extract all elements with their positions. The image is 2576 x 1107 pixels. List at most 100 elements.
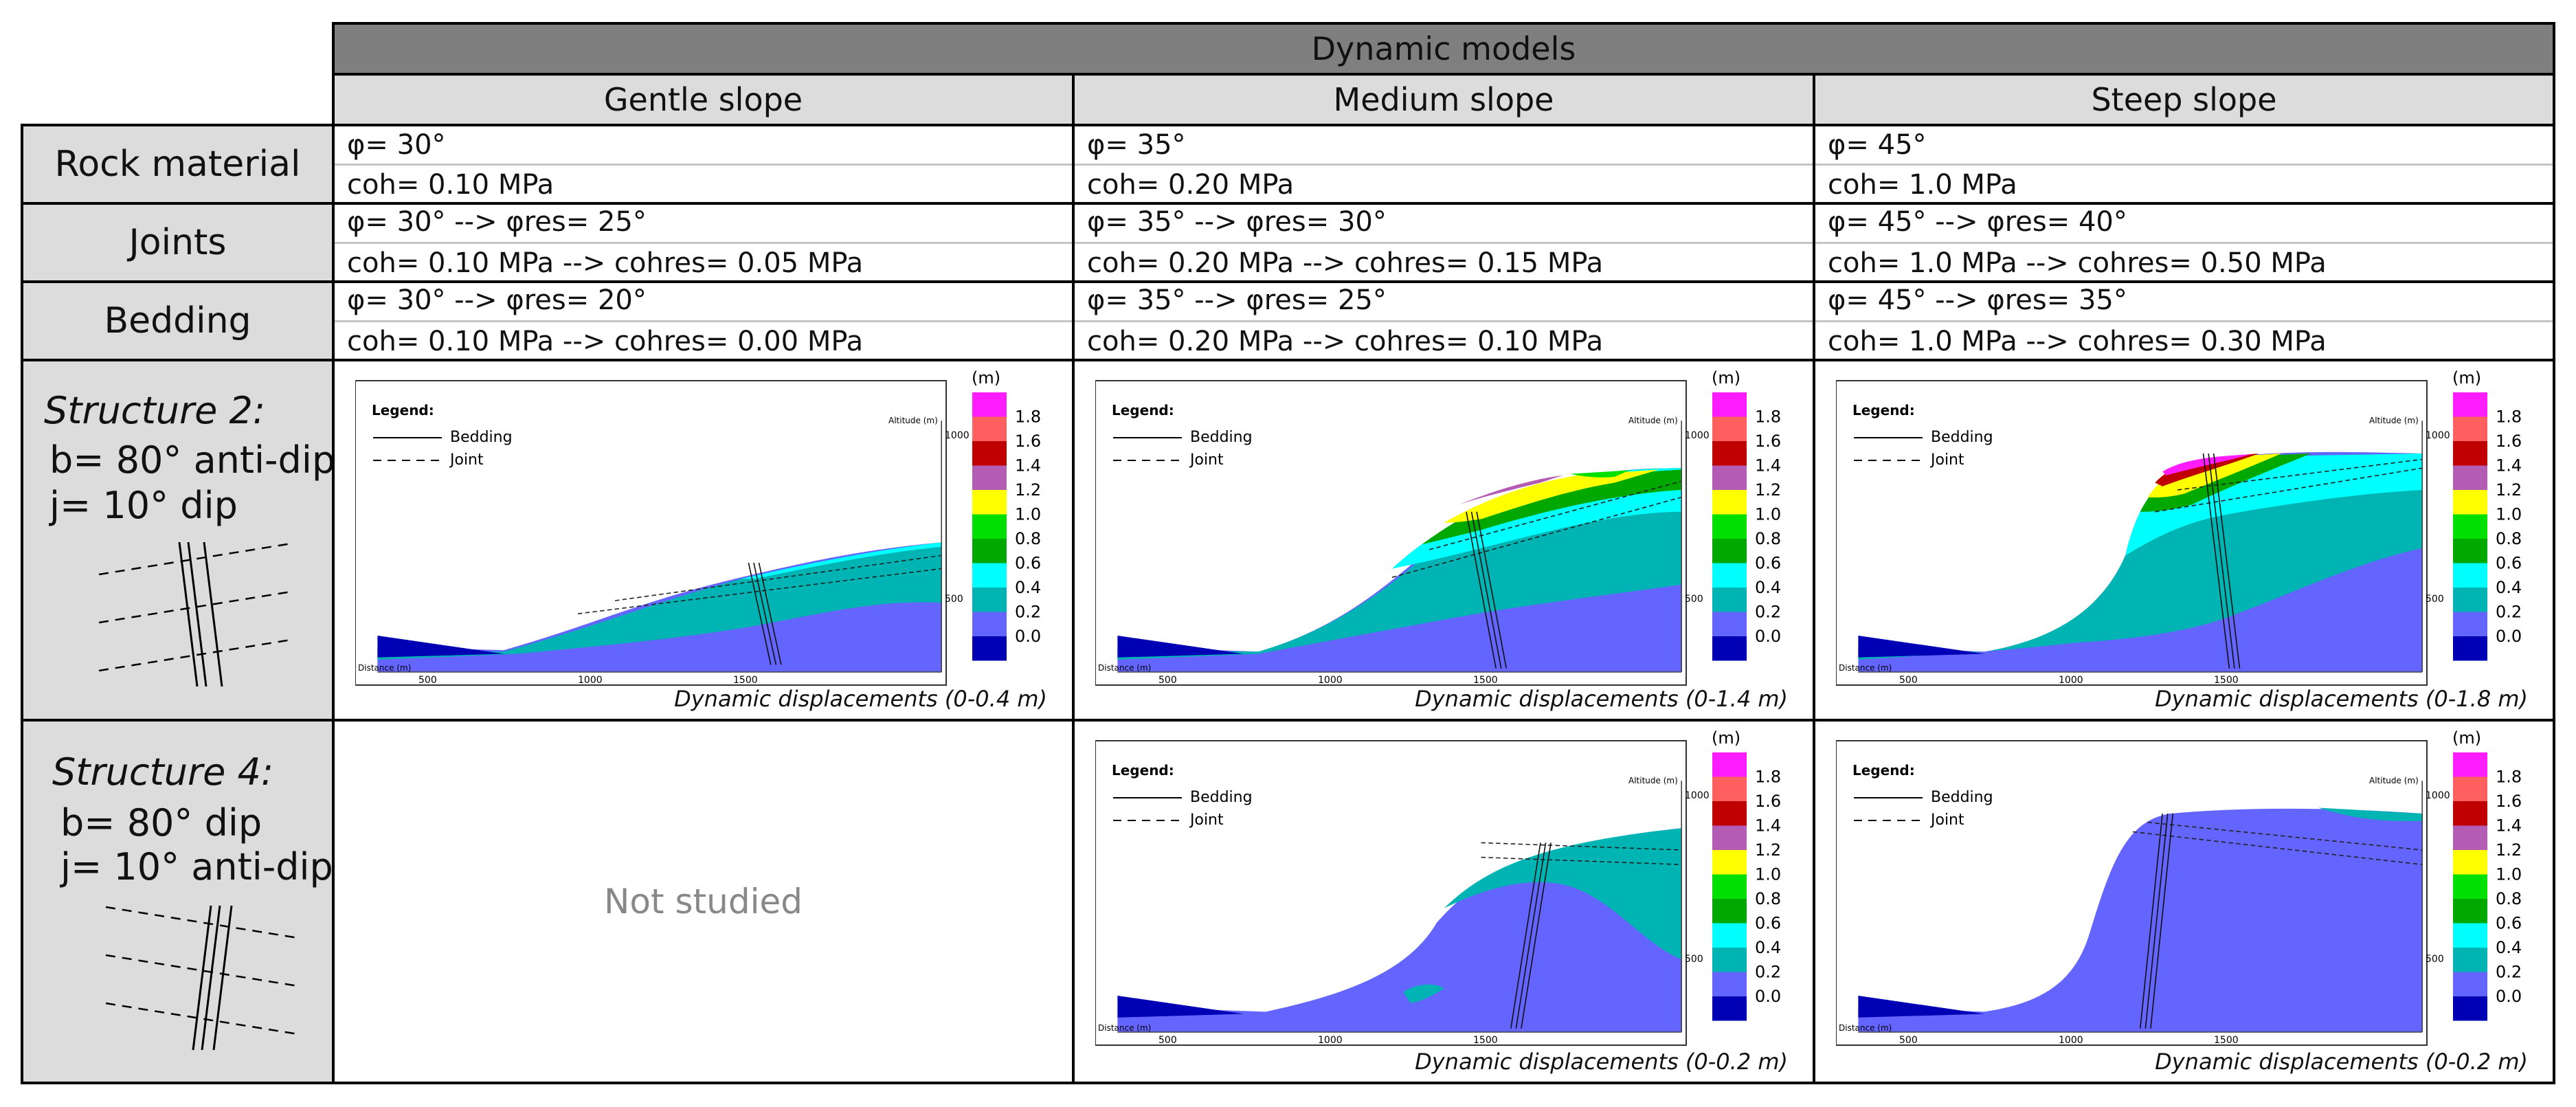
- colorbar-tick-label: 0.4: [1755, 578, 1781, 597]
- cohesion: coh= 1.0 MPa --> cohres= 0.50 MPa: [1828, 247, 2327, 279]
- dark-wedge: [1117, 996, 1244, 1018]
- model-plot-svg: Legend: Bedding Joint Altitude (m) 1000 500 Di…: [1095, 368, 1781, 686]
- distance-label: Distance (m): [1839, 663, 1892, 673]
- colorbar-swatch: [2453, 801, 2487, 826]
- colorbar-swatch: [2453, 441, 2487, 466]
- colorbar-swatch: [2453, 874, 2487, 899]
- colorbar-tick-label: 1.0: [2496, 505, 2522, 524]
- colorbar-tick-label: 1.8: [2496, 407, 2522, 427]
- header-dynamic-models: Dynamic models: [332, 22, 2555, 76]
- altitude-label: Altitude (m): [2369, 416, 2419, 425]
- colorbar-unit: (m): [2452, 728, 2481, 748]
- altitude-label: Altitude (m): [1628, 416, 1678, 425]
- colorbar-swatch: [2453, 636, 2487, 661]
- colorbar-swatch: [1712, 465, 1747, 490]
- joint-line: [2202, 453, 2230, 669]
- colorbar-tick-label: 1.0: [1755, 865, 1781, 884]
- row-label-joints: Joints: [21, 202, 335, 283]
- panel-caption: Dynamic displacements (0-1.8 m): [2155, 686, 2528, 712]
- colorbar-tick-label: 0.0: [1015, 627, 1041, 646]
- joint-line: [1521, 842, 1552, 1029]
- colorbar-swatch: [1712, 490, 1747, 515]
- colorbar-swatch: [1712, 850, 1747, 875]
- colorbar-swatch: [972, 465, 1007, 490]
- colorbar-swatch: [1712, 948, 1747, 972]
- colorbar-tick-label: 0.8: [1755, 889, 1781, 908]
- colorbar-swatch: [2453, 850, 2487, 875]
- divider: [1815, 242, 2553, 244]
- colorbar-tick-label: 1.4: [2496, 456, 2522, 476]
- x-tick-label: 1000: [1318, 675, 1343, 686]
- legend-title: Legend:: [1852, 762, 1915, 779]
- x-tick-label: 1500: [1473, 675, 1498, 686]
- colorbar-swatch: [2453, 416, 2487, 441]
- divider: [335, 164, 1072, 166]
- cohesion: coh= 0.10 MPa: [347, 169, 555, 201]
- joint-line: [2208, 453, 2235, 669]
- colorbar-tick-label: 0.8: [1755, 529, 1781, 548]
- colorbar-swatch: [972, 392, 1007, 417]
- model-plot-svg: Legend: Bedding Joint Altitude (m) 1000 500 Di…: [355, 368, 1041, 686]
- altitude-label: Altitude (m): [1628, 776, 1678, 785]
- colorbar-tick-label: 1.2: [2496, 840, 2522, 860]
- model-group: [1858, 781, 2423, 1033]
- colorbar-swatch: [1712, 539, 1747, 563]
- colorbar-swatch: [2453, 514, 2487, 539]
- cell-bedding-gentle: φ= 30° --> φres= 20° coh= 0.10 MPa --> c…: [332, 280, 1075, 361]
- colorbar-swatch: [972, 441, 1007, 466]
- structure-title: Structure 2:: [44, 389, 266, 432]
- dark-wedge: [1858, 996, 1984, 1018]
- colorbar-tick-label: 0.4: [1015, 578, 1041, 597]
- colorbar-swatch: [2453, 539, 2487, 563]
- x-tick-label: 500: [1158, 675, 1177, 686]
- colorbar-unit: (m): [972, 368, 1000, 388]
- y-tick-label: 1000: [1685, 790, 1710, 801]
- cell-rock-steep: φ= 45° coh= 1.0 MPa: [1813, 124, 2555, 205]
- x-tick-label: 500: [418, 675, 437, 686]
- joint-line: [2213, 453, 2241, 669]
- colorbar-tick-label: 1.0: [1755, 505, 1781, 524]
- col-header-steep: Steep slope: [1813, 73, 2555, 126]
- colorbar-swatch: [972, 514, 1007, 539]
- cell-joints-gentle: φ= 30° --> φres= 25° coh= 0.10 MPa --> c…: [332, 202, 1075, 283]
- distance-label: Distance (m): [1098, 663, 1151, 673]
- legend-title: Legend:: [1112, 762, 1174, 779]
- cohesion: coh= 0.20 MPa --> cohres= 0.15 MPa: [1087, 247, 1604, 279]
- colorbar-swatch: [2453, 465, 2487, 490]
- x-tick-label: 1000: [1318, 1035, 1343, 1046]
- colorbar-tick-label: 1.2: [1755, 840, 1781, 860]
- colorbar-tick-label: 0.6: [2496, 914, 2522, 933]
- cell-joints-steep: φ= 45° --> φres= 40° coh= 1.0 MPa --> co…: [1813, 202, 2555, 283]
- joint-line: [2144, 813, 2169, 1029]
- structure-title: Structure 4:: [52, 750, 274, 794]
- divider: [1075, 164, 1813, 166]
- colorbar-tick-label: 0.2: [2496, 603, 2522, 622]
- colorbar-swatch: [2453, 563, 2487, 588]
- colorbar-tick-label: 0.0: [1755, 627, 1781, 646]
- colorbar-tick-label: 0.4: [1755, 938, 1781, 957]
- col-header-medium: Medium slope: [1072, 73, 1815, 126]
- panel-s2-medium: Legend: Bedding Joint Altitude (m) 1000 500 Di…: [1072, 359, 1815, 722]
- displacement-band: [2147, 454, 2281, 497]
- colorbar-swatch: [2453, 776, 2487, 801]
- x-tick-label: 1500: [733, 675, 758, 686]
- colorbar-swatch: [1712, 996, 1747, 1021]
- displacement-band: [1403, 984, 1444, 1003]
- colorbar-tick-label: 1.4: [2496, 816, 2522, 836]
- joint-line: [753, 562, 777, 665]
- colorbar-swatch: [2453, 899, 2487, 924]
- colorbar-tick-label: 1.8: [1755, 768, 1781, 787]
- panel-s4-medium: Legend: Bedding Joint Altitude (m) 1000 500 Di…: [1072, 719, 1815, 1084]
- colorbar-tick-label: 1.4: [1015, 456, 1041, 476]
- row-label: Bedding: [104, 300, 251, 342]
- friction-angle: φ= 35° --> φres= 25°: [1087, 284, 1387, 316]
- x-tick-label: 500: [1899, 675, 1918, 686]
- legend-bedding-label: Bedding: [1931, 429, 1993, 446]
- bedding-line: [614, 555, 942, 601]
- colorbar-tick-label: 1.6: [1015, 432, 1041, 451]
- displacement-band: [2155, 454, 2259, 487]
- bedding-orientation: b= 80° dip: [60, 801, 262, 845]
- cohesion: coh= 1.0 MPa: [1828, 169, 2017, 201]
- colorbar-tick-label: 0.8: [1015, 529, 1041, 548]
- model-group: [1858, 421, 2423, 673]
